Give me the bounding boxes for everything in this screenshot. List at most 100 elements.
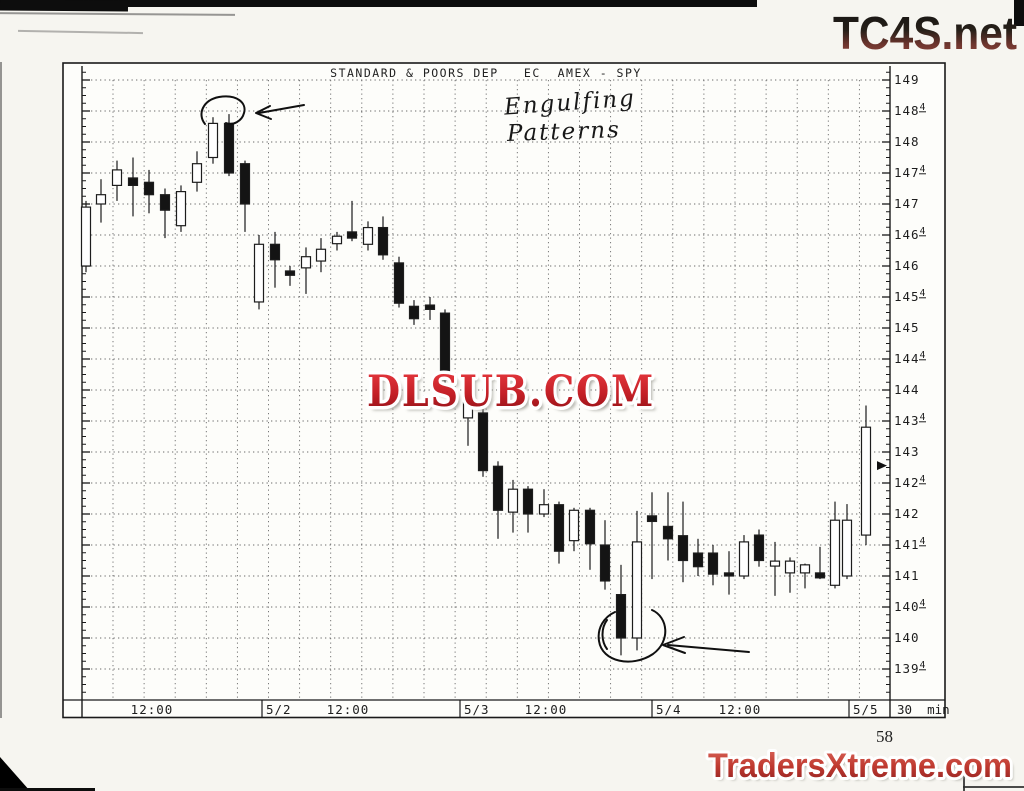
candle [207, 117, 219, 164]
candle [393, 256, 405, 308]
candle [175, 185, 187, 232]
candle [677, 501, 689, 583]
scan-artifact-left-edge [0, 62, 2, 718]
candle [599, 520, 611, 590]
candle [568, 507, 580, 552]
candle [462, 399, 474, 446]
x-axis-label: 12:00 [131, 702, 174, 717]
candle [424, 297, 436, 320]
candle [553, 501, 565, 564]
x-axis-label: 12:00 [525, 702, 568, 717]
engulfing-circle-top [200, 95, 246, 125]
candle [284, 266, 296, 286]
candle [80, 200, 92, 273]
interval-label: 30 min [897, 702, 950, 717]
scan-artifact-top-right [1014, 0, 1024, 26]
candle [315, 238, 327, 273]
candle [723, 551, 735, 595]
price-label: 148 [894, 134, 920, 149]
candle [507, 479, 519, 533]
candle [799, 563, 811, 589]
x-axis-label: 12:00 [719, 702, 762, 717]
candle [269, 231, 281, 288]
engulfing-circle-bottom-overstroke [601, 619, 608, 650]
scan-artifact-crop-vline [963, 772, 965, 791]
candle [860, 405, 872, 545]
x-axis-label: 12:00 [327, 702, 370, 717]
candle [143, 169, 155, 214]
candle [692, 538, 704, 576]
last-price-marker [877, 461, 887, 471]
x-axis-label: 5/4 [656, 702, 682, 717]
price-label: 143 [894, 444, 920, 459]
candle [584, 507, 596, 570]
dlsub-watermark-text: DLSUB.COM [367, 367, 655, 417]
price-label: 141 [894, 568, 920, 583]
engulfing-circle-bottom [597, 609, 667, 663]
candle [159, 188, 171, 239]
candle [784, 557, 796, 593]
candle [191, 151, 203, 192]
x-axis-label: 5/3 [464, 702, 490, 717]
dlsub-watermark: DLSUB.COM DLSUB.COM [364, 364, 658, 422]
price-label: 144 [894, 382, 920, 397]
scan-artifact-bottom-left-wedge [0, 757, 30, 791]
candle [300, 247, 312, 294]
candle [95, 179, 107, 223]
price-label: 1454 [894, 288, 926, 304]
price-label: 147 [894, 196, 920, 211]
scan-artifact-top-bar [0, 0, 757, 7]
price-label: 1444 [894, 350, 926, 366]
tradersxtreme-logo: TradersXtreme.com TradersXtreme.com [705, 744, 1015, 788]
price-label: 149 [894, 72, 920, 87]
candle [738, 535, 750, 580]
candle [707, 545, 719, 586]
price-label: 1484 [894, 102, 926, 118]
candle [331, 231, 343, 251]
hand-drawn-annotations [200, 95, 750, 663]
tc4s-logo-text: TC4S.net [833, 7, 1017, 59]
price-label: 1414 [894, 536, 926, 552]
candle [408, 300, 420, 325]
candle [631, 510, 643, 651]
candle [769, 541, 781, 596]
candle [492, 461, 504, 539]
candle [814, 546, 826, 580]
candle [111, 160, 123, 201]
tradersxtreme-logo-text: TradersXtreme.com [708, 747, 1012, 785]
candle [127, 157, 139, 217]
page-number: 58 [876, 727, 893, 746]
arrow-top-head [255, 105, 272, 120]
price-label: 1404 [894, 598, 926, 614]
price-label: 140 [894, 630, 920, 645]
tradersxtreme-logo-shadow: TradersXtreme.com [711, 750, 1015, 788]
candle [841, 504, 853, 580]
candle [615, 564, 627, 656]
frame-lines [62, 62, 946, 719]
price-label: 142 [894, 506, 920, 521]
price-label: 146 [894, 258, 920, 273]
price-label: 1424 [894, 474, 926, 490]
price-label: 1434 [894, 412, 926, 428]
candle [346, 200, 358, 242]
price-label: 1394 [894, 660, 926, 676]
candle [477, 399, 489, 477]
candle [829, 501, 841, 589]
price-label: 1464 [894, 226, 926, 242]
candle [377, 216, 389, 260]
arrow-bottom-shaft [667, 644, 750, 653]
candle [662, 492, 674, 561]
x-axis-label: 5/2 [266, 702, 292, 717]
candle [522, 486, 534, 533]
candle [362, 221, 374, 251]
chart-title: STANDARD & POORS DEP EC AMEX - SPY [330, 66, 642, 80]
price-label: 1474 [894, 164, 926, 180]
candle [538, 489, 550, 518]
candle [253, 235, 265, 310]
price-label: 145 [894, 320, 920, 335]
tc4s-logo: TC4S.net [833, 7, 1017, 59]
candle [439, 309, 451, 394]
arrow-top-shaft [258, 104, 305, 114]
